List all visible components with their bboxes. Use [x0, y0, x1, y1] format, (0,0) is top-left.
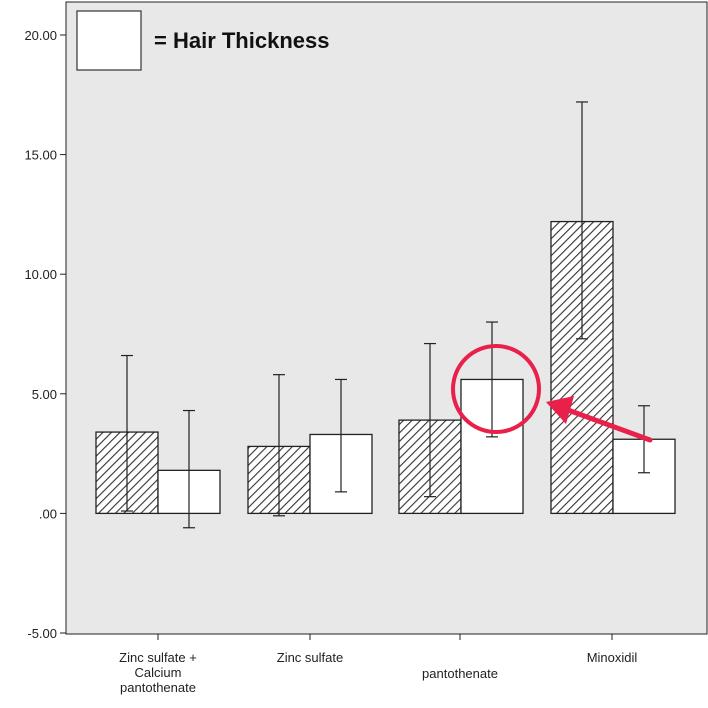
- y-tick-label: 15.00: [24, 148, 57, 163]
- legend-label: = Hair Thickness: [154, 28, 329, 53]
- x-category-label: Zinc sulfate: [277, 650, 343, 665]
- y-tick-label: 5.00: [32, 387, 57, 402]
- annotation: [451, 344, 653, 443]
- annotation-arrow-shaft: [565, 407, 653, 443]
- annotation-circle: [451, 344, 541, 434]
- x-category-label-line: pantothenate: [422, 666, 498, 681]
- x-category-label-line: pantothenate: [120, 680, 196, 695]
- x-category-label-line: Zinc sulfate: [277, 650, 343, 665]
- legend-swatch: [76, 10, 142, 71]
- y-tick-label: .00: [39, 506, 57, 521]
- x-category-label-line: Calcium: [135, 665, 182, 680]
- x-category-label: pantothenate: [422, 666, 498, 681]
- y-tick-label: 10.00: [24, 267, 57, 282]
- y-tick-label: 20.00: [24, 28, 57, 43]
- x-category-label-line: Zinc sulfate +: [119, 650, 197, 665]
- error-bars: [121, 101, 650, 529]
- x-category-label: Zinc sulfate + Calcium pantothenate: [119, 650, 197, 695]
- x-category-label-line: Minoxidil: [587, 650, 638, 665]
- y-axis: 20.00 15.00 10.00 5.00 .00 -5.00: [24, 28, 66, 641]
- y-tick-label: -5.00: [27, 626, 57, 641]
- x-category-label: Minoxidil: [587, 650, 638, 665]
- annotation-arrowhead: [546, 396, 574, 424]
- legend: = Hair Thickness: [76, 10, 329, 71]
